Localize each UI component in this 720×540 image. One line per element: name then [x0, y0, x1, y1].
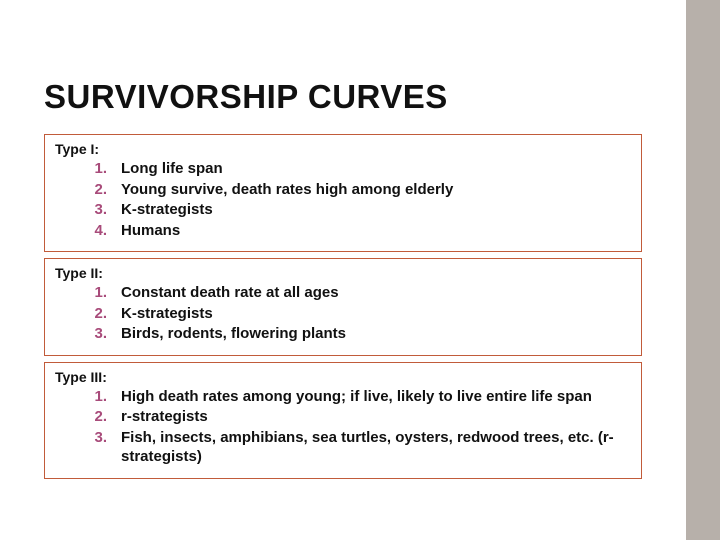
list-item: 1.High death rates among young; if live,…	[91, 387, 631, 407]
item-number: 2.	[91, 407, 121, 427]
list-item: 2.K-strategists	[91, 304, 631, 324]
item-number: 2.	[91, 304, 121, 324]
item-number: 1.	[91, 159, 121, 179]
item-text: High death rates among young; if live, l…	[121, 387, 631, 407]
item-number: 4.	[91, 221, 121, 241]
type-2-list: 1.Constant death rate at all ages 2.K-st…	[55, 283, 631, 344]
list-item: 4.Humans	[91, 221, 631, 241]
item-text: K-strategists	[121, 200, 631, 220]
type-2-box: Type II: 1.Constant death rate at all ag…	[44, 258, 642, 356]
item-number: 3.	[91, 200, 121, 220]
item-text: Long life span	[121, 159, 631, 179]
item-text: Young survive, death rates high among el…	[121, 180, 631, 200]
item-number: 2.	[91, 180, 121, 200]
list-item: 3.Fish, insects, amphibians, sea turtles…	[91, 428, 631, 467]
item-text: K-strategists	[121, 304, 631, 324]
slide-content: SURVIVORSHIP CURVES Type I: 1.Long life …	[0, 0, 686, 479]
type-1-box: Type I: 1.Long life span 2.Young survive…	[44, 134, 642, 252]
type-1-list: 1.Long life span 2.Young survive, death …	[55, 159, 631, 240]
list-item: 1.Constant death rate at all ages	[91, 283, 631, 303]
type-3-label: Type III:	[55, 369, 631, 385]
item-text: Birds, rodents, flowering plants	[121, 324, 631, 344]
list-item: 3.Birds, rodents, flowering plants	[91, 324, 631, 344]
item-text: Constant death rate at all ages	[121, 283, 631, 303]
type-3-list: 1.High death rates among young; if live,…	[55, 387, 631, 467]
list-item: 2.r-strategists	[91, 407, 631, 427]
type-1-label: Type I:	[55, 141, 631, 157]
item-text: Fish, insects, amphibians, sea turtles, …	[121, 428, 631, 467]
item-text: r-strategists	[121, 407, 631, 427]
type-3-box: Type III: 1.High death rates among young…	[44, 362, 642, 479]
item-number: 1.	[91, 387, 121, 407]
decorative-sidebar	[686, 0, 720, 540]
page-title: SURVIVORSHIP CURVES	[44, 78, 642, 116]
type-2-label: Type II:	[55, 265, 631, 281]
list-item: 1.Long life span	[91, 159, 631, 179]
item-number: 1.	[91, 283, 121, 303]
list-item: 3.K-strategists	[91, 200, 631, 220]
item-text: Humans	[121, 221, 631, 241]
item-number: 3.	[91, 324, 121, 344]
item-number: 3.	[91, 428, 121, 467]
list-item: 2.Young survive, death rates high among …	[91, 180, 631, 200]
